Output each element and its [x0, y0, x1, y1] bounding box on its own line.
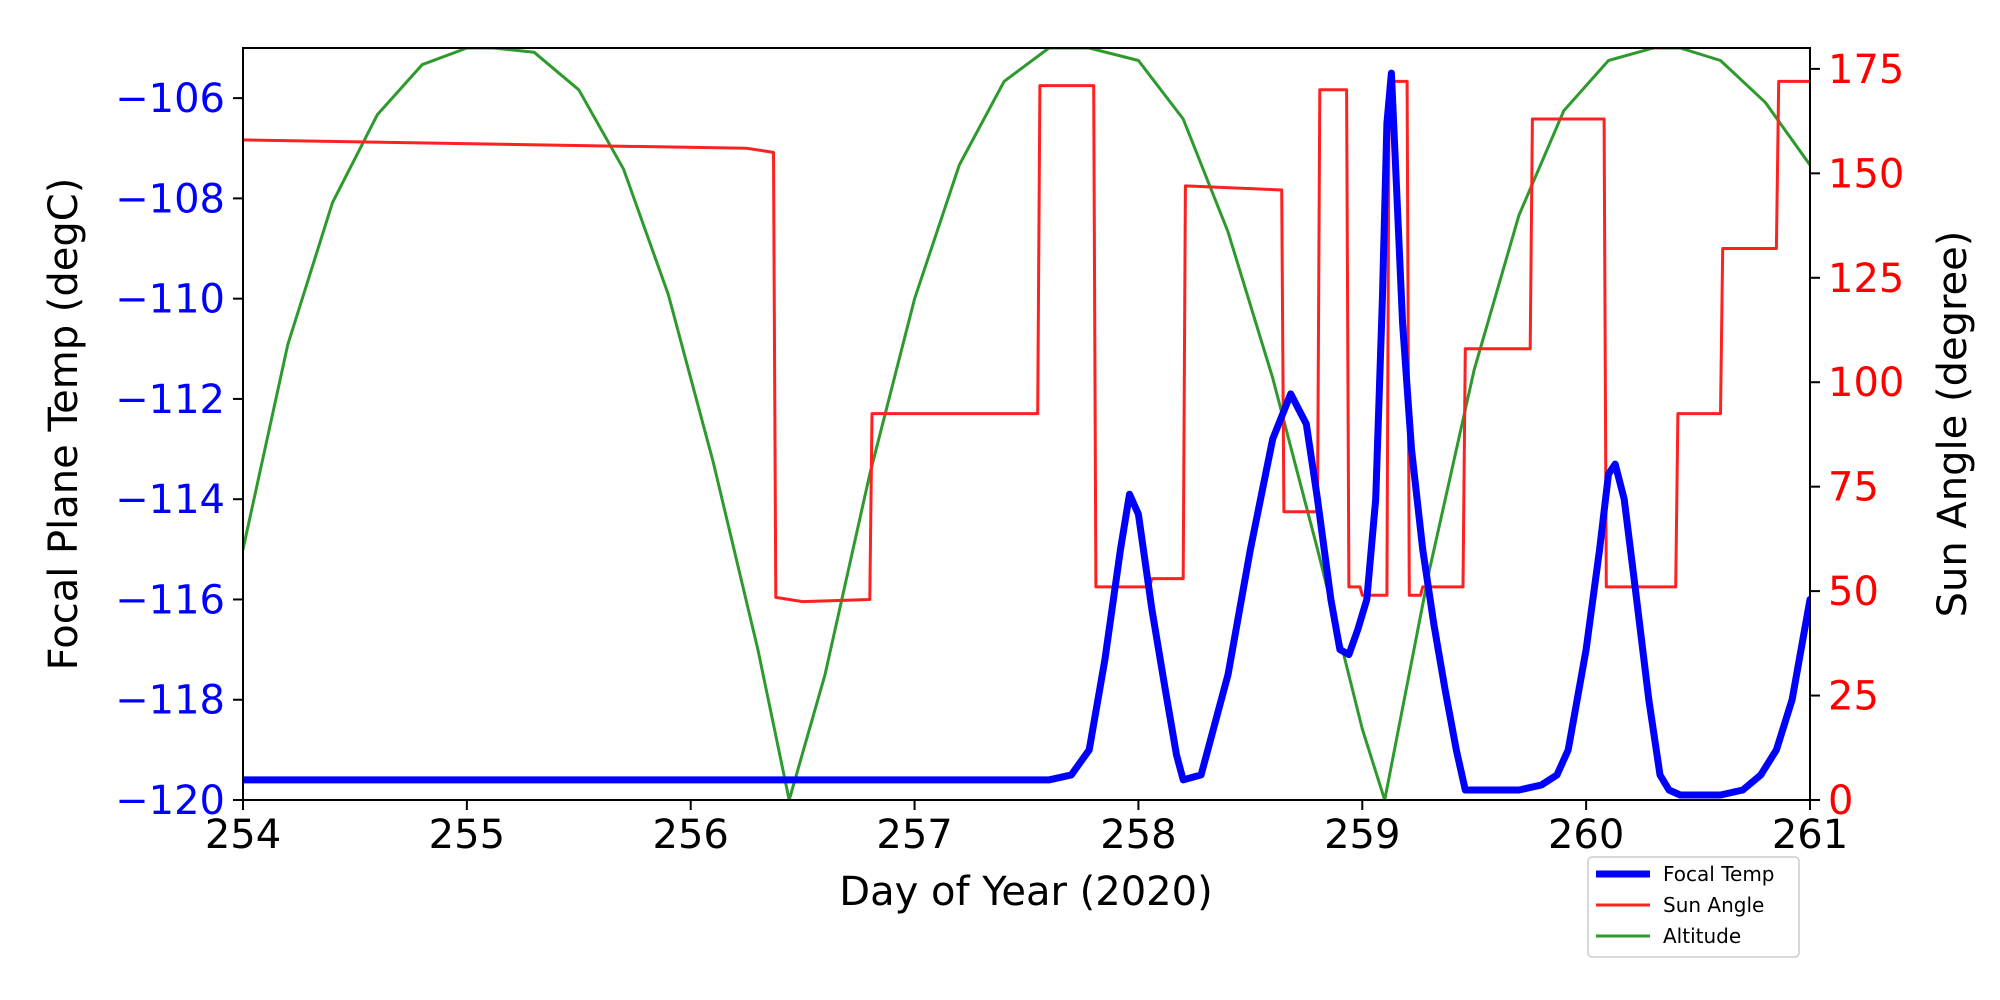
legend-label-sun-angle: Sun Angle — [1663, 893, 1764, 917]
right-y-tick-label: 125 — [1828, 256, 1904, 302]
x-tick-label: 260 — [1548, 812, 1624, 858]
left-y-tick-label: −110 — [115, 277, 225, 323]
legend: Focal Temp Sun Angle Altitude — [1587, 856, 1800, 958]
legend-label-focal-temp: Focal Temp — [1663, 862, 1775, 886]
x-tick-label: 258 — [1100, 812, 1176, 858]
legend-box — [1587, 856, 1800, 958]
legend-label-altitude: Altitude — [1663, 924, 1741, 948]
plot-frame — [242, 47, 1811, 801]
right-y-tick-label: 150 — [1828, 151, 1904, 197]
left-y-tick-label: −106 — [115, 76, 225, 122]
right-y-tick-label: 0 — [1828, 778, 1853, 824]
right-y-tick-label: 100 — [1828, 360, 1904, 406]
x-tick-label: 259 — [1324, 812, 1400, 858]
left-axis-title: Focal Plane Temp (degC) — [41, 178, 87, 671]
right-y-tick-label: 50 — [1828, 569, 1879, 615]
right-y-tick-label: 25 — [1828, 674, 1879, 720]
left-y-tick-label: −108 — [115, 176, 225, 222]
right-y-tick-label: 175 — [1828, 47, 1904, 93]
right-y-axis: 0 25 50 75 100 125 150 175 — [1810, 47, 1904, 824]
x-tick-label: 261 — [1772, 812, 1848, 858]
left-y-tick-label: −116 — [115, 577, 225, 623]
x-tick-label: 256 — [653, 812, 729, 858]
left-y-tick-label: −112 — [115, 377, 225, 423]
right-y-tick-label: 75 — [1828, 465, 1879, 511]
left-y-tick-label: −118 — [115, 678, 225, 724]
x-tick-label: 254 — [205, 812, 281, 858]
x-tick-label: 257 — [876, 812, 952, 858]
left-y-tick-label: −114 — [115, 477, 225, 523]
series-line-focal-temp — [243, 69, 1810, 799]
x-axis-title: Day of Year (2020) — [839, 869, 1212, 915]
right-axis-title: Sun Angle (degree) — [1930, 231, 1976, 618]
x-tick-label: 255 — [429, 812, 505, 858]
left-y-axis: −120 −118 −116 −114 −112 −110 −108 −106 — [115, 76, 243, 824]
x-axis: 254 255 256 257 258 259 260 261 — [205, 800, 1848, 858]
left-y-tick-label: −120 — [115, 778, 225, 824]
